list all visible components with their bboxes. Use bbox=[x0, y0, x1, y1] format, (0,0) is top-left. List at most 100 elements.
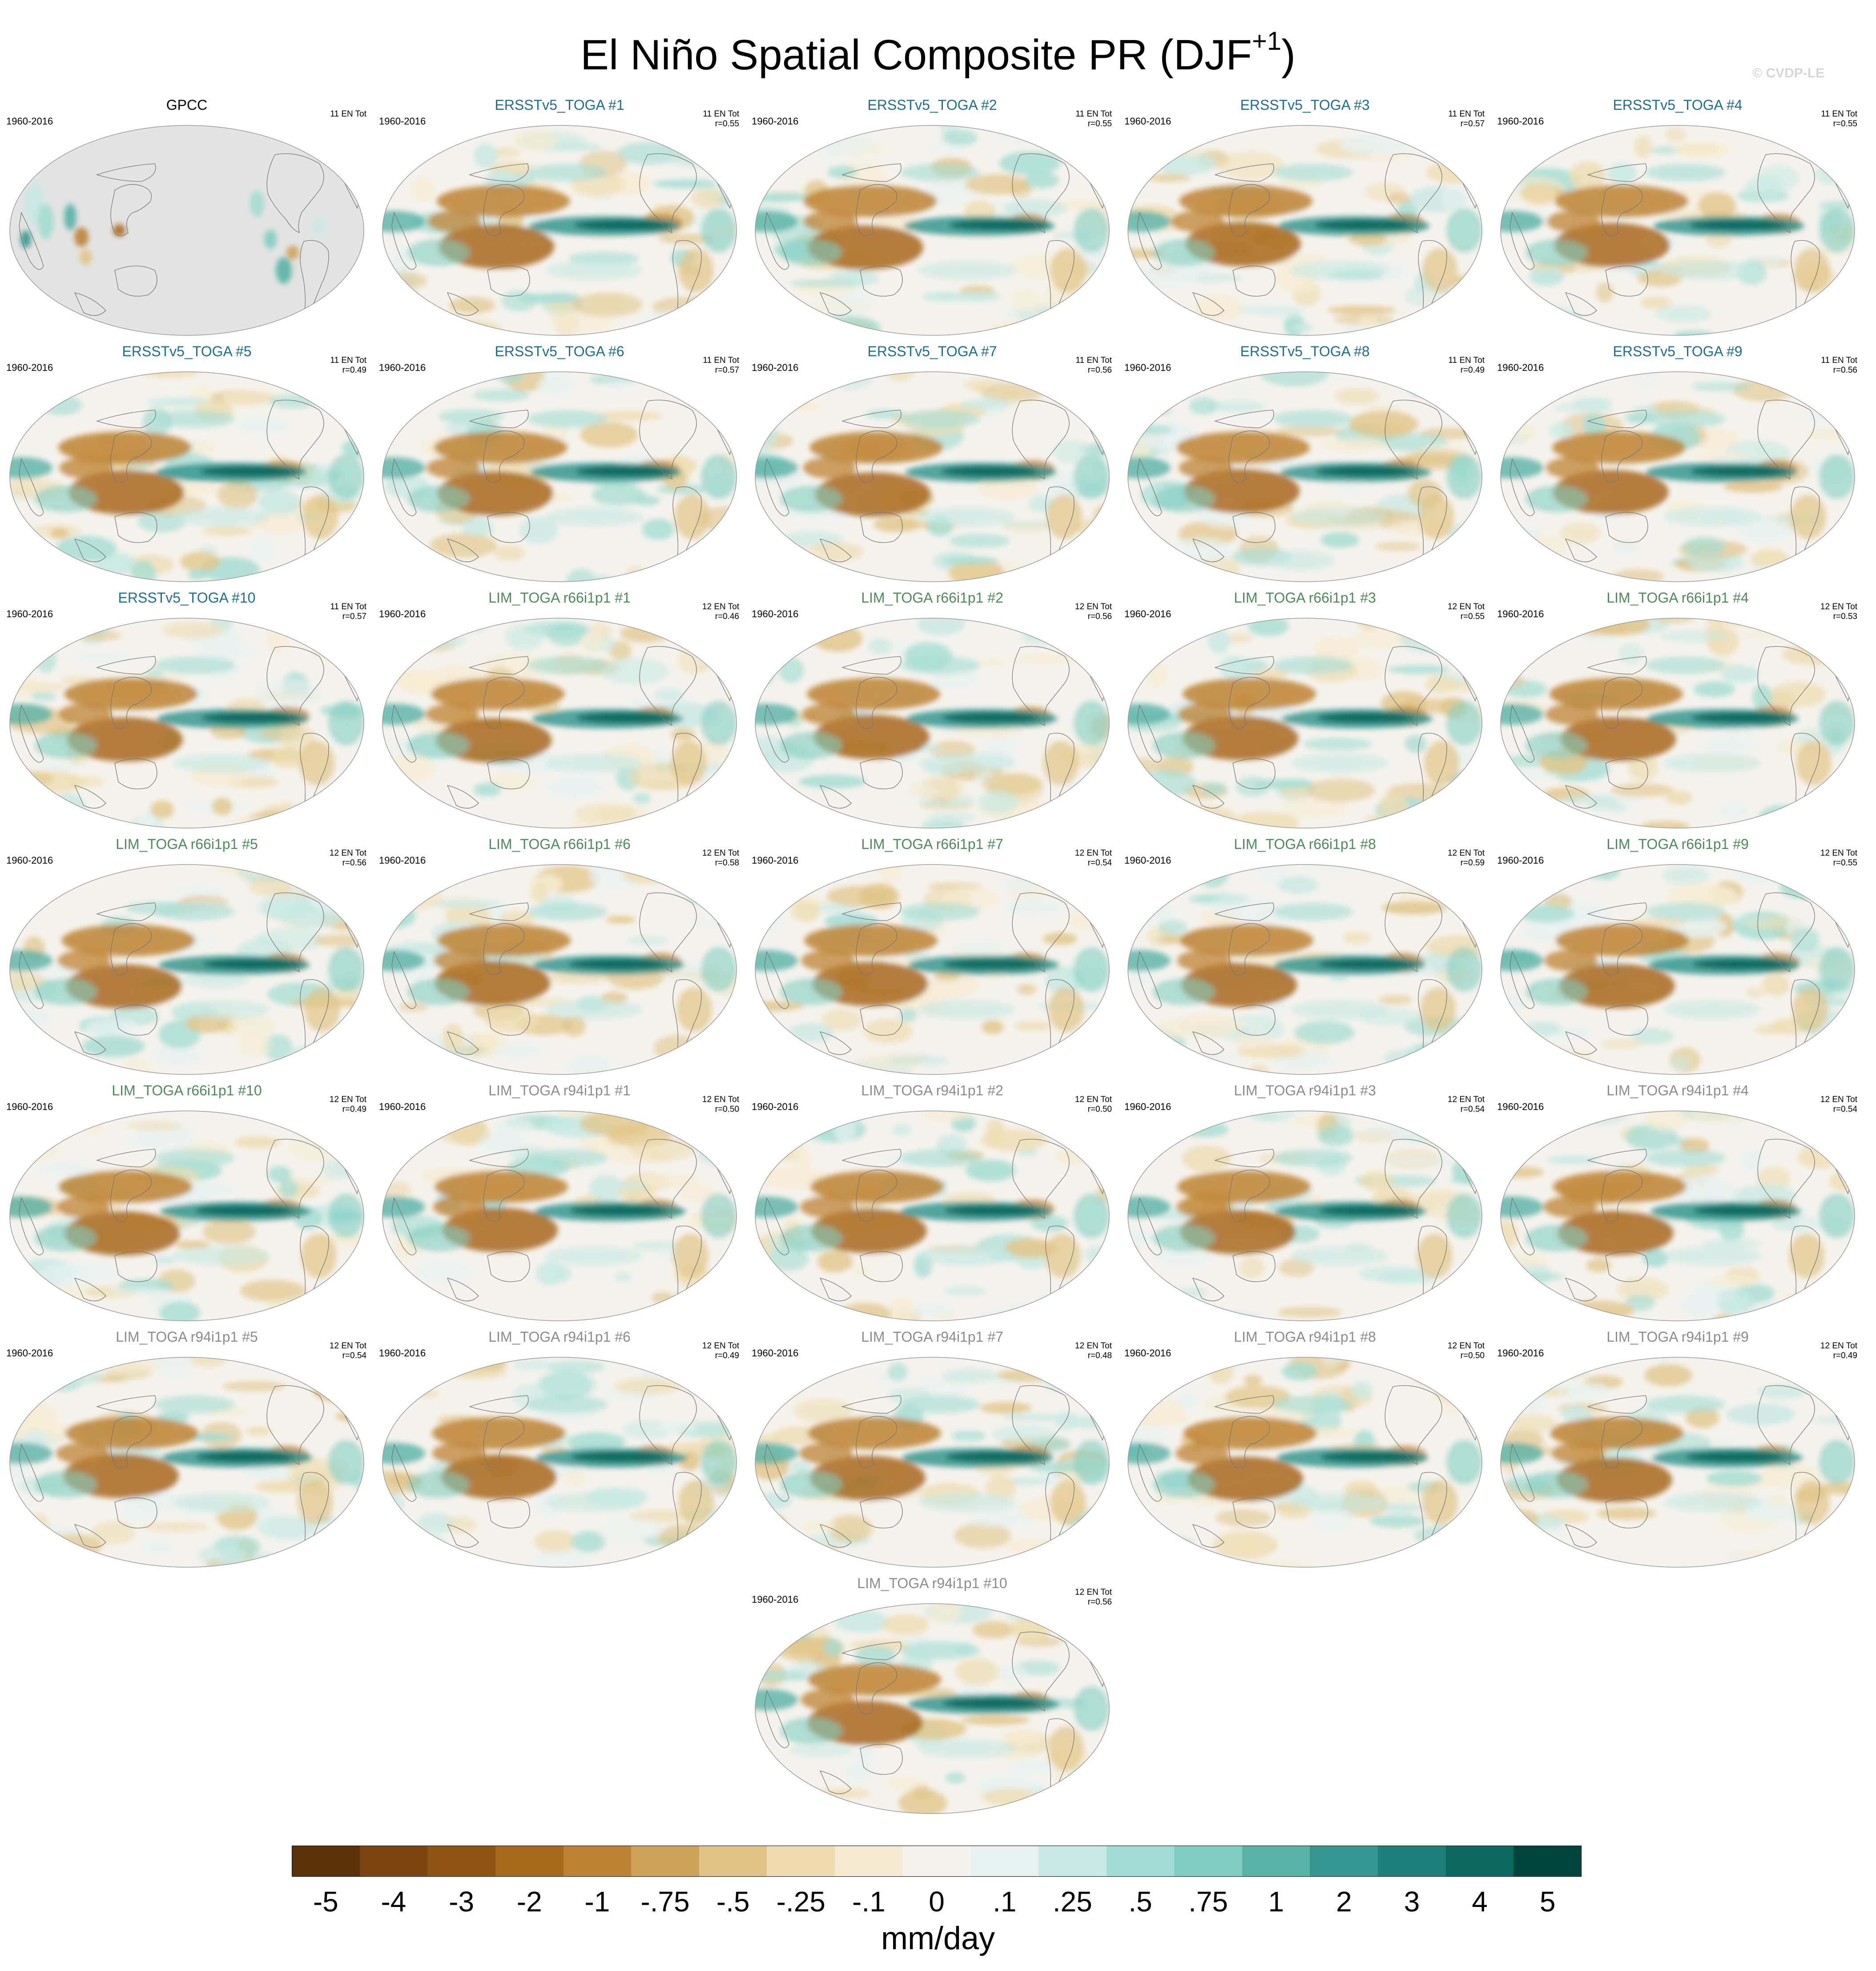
map-border bbox=[755, 618, 1110, 829]
map-panel: LIM_TOGA r66i1p1 #2 1960-2016 12 EN Tot r=0… bbox=[747, 585, 1117, 832]
panel-correlation: r=0.55 bbox=[1087, 119, 1112, 129]
colorbar-tick-label: 4 bbox=[1472, 1886, 1488, 1918]
colorbar-swatch bbox=[427, 1846, 496, 1877]
map-border bbox=[1127, 371, 1482, 582]
panel-stats: 11 EN Tot r=0.55 bbox=[1054, 109, 1112, 129]
panel-stats: 11 EN Tot r=0.57 bbox=[309, 602, 366, 622]
coastlines bbox=[1137, 1134, 1480, 1302]
map-panel: LIM_TOGA r94i1p1 #5 1960-2016 12 EN Tot r=0… bbox=[2, 1324, 372, 1571]
map-border bbox=[9, 1110, 364, 1321]
map-panel: ERSSTv5_TOGA #7 1960-2016 11 EN Tot r=0.56 bbox=[747, 339, 1117, 586]
panel-stats: 12 EN Tot r=0.55 bbox=[1427, 602, 1485, 622]
colorbar-tick-label: -2 bbox=[516, 1886, 542, 1918]
map-panel: LIM_TOGA r94i1p1 #2 1960-2016 12 EN Tot r=0… bbox=[747, 1078, 1117, 1325]
panel-stats: 12 EN Tot r=0.48 bbox=[1054, 1341, 1112, 1361]
panel-event-count: 12 EN Tot bbox=[1075, 1588, 1112, 1597]
panel-correlation: r=0.46 bbox=[715, 612, 739, 621]
map-field bbox=[1128, 1357, 1482, 1567]
map-border bbox=[382, 618, 737, 829]
map-panel: ERSSTv5_TOGA #4 1960-2016 11 EN Tot r=0.55 bbox=[1493, 93, 1863, 339]
colorbar-tick-label: -3 bbox=[449, 1886, 475, 1918]
panel-title: LIM_TOGA r94i1p1 #2 bbox=[861, 1082, 1003, 1098]
panel-event-count: 11 EN Tot bbox=[703, 356, 739, 365]
robinson-map bbox=[1500, 125, 1855, 336]
panel-correlation: r=0.55 bbox=[1833, 858, 1857, 868]
robinson-map bbox=[755, 371, 1110, 582]
panel-event-count: 12 EN Tot bbox=[702, 849, 739, 858]
figure-title: El Niño Spatial Composite PR (DJF+1) bbox=[580, 27, 1296, 79]
map-field bbox=[1128, 618, 1482, 828]
map-border bbox=[1500, 1357, 1855, 1568]
panel-period: 1960-2016 bbox=[6, 1101, 53, 1112]
map-field bbox=[755, 372, 1109, 582]
panel-stats: 12 EN Tot r=0.50 bbox=[1054, 1095, 1112, 1114]
robinson-map bbox=[382, 618, 737, 829]
map-field bbox=[1501, 865, 1855, 1074]
panel-correlation: r=0.54 bbox=[342, 1351, 366, 1360]
coastlines bbox=[764, 1134, 1107, 1302]
colorbar-swatch bbox=[1174, 1846, 1243, 1877]
map-panel: LIM_TOGA r94i1p1 #8 1960-2016 12 EN Tot r=0… bbox=[1120, 1324, 1490, 1571]
map-border bbox=[1500, 1110, 1855, 1321]
map-panel: LIM_TOGA r66i1p1 #8 1960-2016 12 EN Tot r=0… bbox=[1120, 832, 1490, 1078]
map-border bbox=[1127, 125, 1482, 336]
map-border bbox=[9, 371, 364, 582]
robinson-map bbox=[1500, 371, 1855, 582]
map-field bbox=[382, 1357, 737, 1567]
panel-stats: 11 EN Tot r=0.55 bbox=[681, 109, 739, 129]
colorbar bbox=[292, 1846, 1582, 1877]
panel-stats: 12 EN Tot r=0.56 bbox=[1054, 602, 1112, 622]
colorbar-swatch bbox=[292, 1846, 360, 1877]
robinson-map bbox=[382, 1110, 737, 1321]
panel-event-count: 12 EN Tot bbox=[702, 1341, 739, 1351]
map-border bbox=[755, 125, 1110, 336]
panel-stats: 11 EN Tot r=0.57 bbox=[1427, 109, 1485, 129]
map-field bbox=[1128, 1111, 1482, 1321]
robinson-map bbox=[755, 1603, 1110, 1814]
map-panel: ERSSTv5_TOGA #8 1960-2016 11 EN Tot r=0.49 bbox=[1120, 339, 1490, 586]
panel-stats: 11 EN Tot r=0.55 bbox=[1800, 109, 1857, 129]
colorbar-tick-label: -4 bbox=[381, 1886, 407, 1918]
panel-stats: 12 EN Tot r=0.56 bbox=[309, 849, 366, 868]
map-panel: ERSSTv5_TOGA #9 1960-2016 11 EN Tot r=0.56 bbox=[1493, 339, 1863, 586]
panel-event-count: 12 EN Tot bbox=[329, 1341, 366, 1351]
panel-correlation: r=0.50 bbox=[1460, 1351, 1485, 1360]
colorbar-swatch bbox=[699, 1846, 767, 1877]
panel-stats: 12 EN Tot r=0.59 bbox=[1427, 849, 1485, 868]
panel-correlation: r=0.48 bbox=[1087, 1351, 1112, 1360]
colorbar-swatch bbox=[970, 1846, 1039, 1877]
panel-correlation: r=0.56 bbox=[1087, 612, 1112, 621]
panel-event-count: 12 EN Tot bbox=[702, 1095, 739, 1104]
map-field bbox=[382, 618, 737, 828]
panel-correlation: r=0.56 bbox=[342, 858, 366, 868]
panel-title: LIM_TOGA r94i1p1 #9 bbox=[1606, 1329, 1749, 1345]
map-border bbox=[755, 1603, 1110, 1814]
map-panel: LIM_TOGA r66i1p1 #5 1960-2016 12 EN Tot r=0… bbox=[2, 832, 372, 1078]
colorbar-swatch bbox=[1514, 1846, 1582, 1877]
map-field bbox=[755, 125, 1109, 335]
panel-correlation: r=0.49 bbox=[1833, 1351, 1857, 1360]
panel-correlation: r=0.56 bbox=[1833, 366, 1857, 375]
panel-period: 1960-2016 bbox=[379, 1348, 426, 1359]
panel-title: LIM_TOGA r94i1p1 #5 bbox=[116, 1329, 258, 1345]
coastlines bbox=[391, 888, 734, 1056]
panel-stats: 12 EN Tot r=0.54 bbox=[309, 1341, 366, 1361]
panel-stats: 12 EN Tot r=0.49 bbox=[309, 1095, 366, 1114]
panel-event-count: 11 EN Tot bbox=[1075, 356, 1112, 365]
panel-event-count: 12 EN Tot bbox=[329, 849, 366, 858]
map-panel: GPCC 1960-2016 11 EN Tot bbox=[2, 93, 372, 339]
map-border bbox=[1500, 618, 1855, 829]
map-field bbox=[1501, 1111, 1855, 1321]
panel-title: ERSSTv5_TOGA #5 bbox=[122, 343, 252, 359]
panel-period: 1960-2016 bbox=[752, 1101, 799, 1112]
panel-correlation: r=0.49 bbox=[1460, 366, 1485, 375]
panel-stats: 12 EN Tot r=0.46 bbox=[681, 602, 739, 622]
panel-title: LIM_TOGA r66i1p1 #3 bbox=[1234, 590, 1376, 606]
panel-correlation: r=0.54 bbox=[1087, 858, 1112, 868]
panel-title: LIM_TOGA r94i1p1 #6 bbox=[488, 1329, 631, 1345]
robinson-map bbox=[1500, 618, 1855, 829]
panel-event-count: 11 EN Tot bbox=[1448, 109, 1485, 119]
map-panel: LIM_TOGA r94i1p1 #6 1960-2016 12 EN Tot r=0… bbox=[374, 1324, 745, 1571]
panel-stats: 12 EN Tot r=0.55 bbox=[1800, 849, 1857, 868]
panel-correlation: r=0.55 bbox=[715, 119, 739, 129]
